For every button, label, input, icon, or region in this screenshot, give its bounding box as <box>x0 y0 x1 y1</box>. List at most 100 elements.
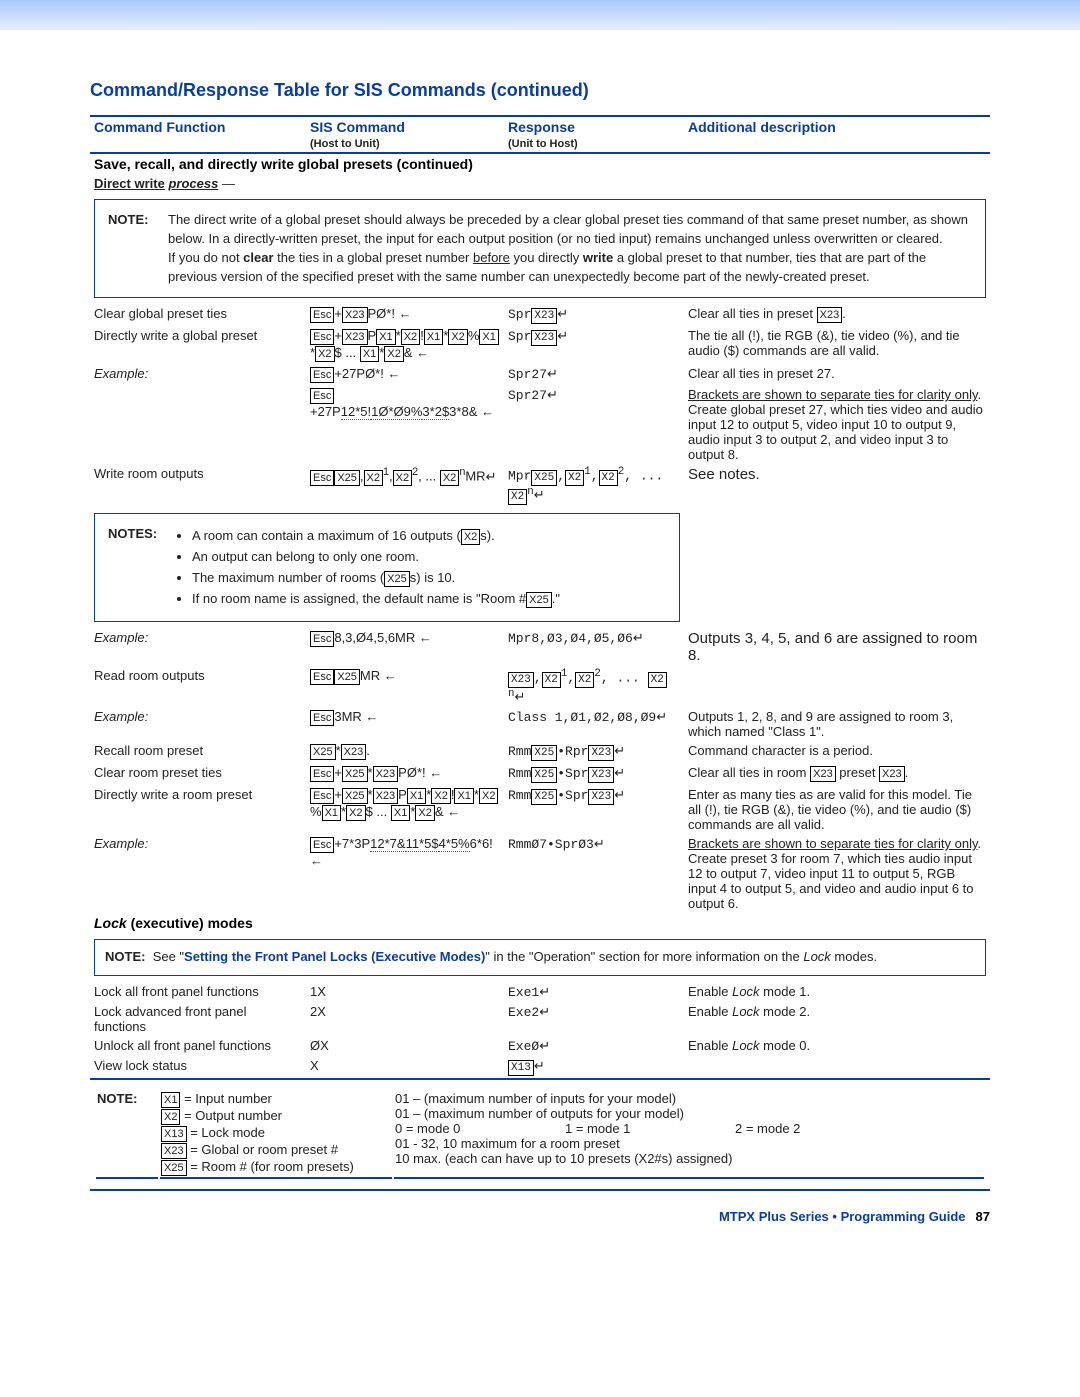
note-label: NOTE: <box>108 212 148 227</box>
response: RmmX25•SprX23 <box>504 763 684 785</box>
sis-cmd: Esc+X23PX1*X2!X1*X2%X1*X2$ ... X1*X2& <box>306 326 504 364</box>
cmd-func: Directly write a global preset <box>90 326 306 364</box>
desc: Enter as many ties as are valid for this… <box>684 785 990 834</box>
cmd-func: Clear global preset ties <box>90 304 306 326</box>
sis-cmd: X <box>306 1056 504 1079</box>
desc: The tie all (!), tie RGB (&), tie video … <box>684 326 990 364</box>
desc: Outputs 1, 2, 8, and 9 are assigned to r… <box>684 707 990 741</box>
table-row: Example: Esc+7*3P12*7&11*5$4*5%6*6! RmmØ… <box>90 834 990 913</box>
command-table: Command Function SIS Command (Host to Uni… <box>90 115 990 1191</box>
cmd-func: Lock all front panel functions <box>90 982 306 1002</box>
table-row: Recall room preset X25*X23. RmmX25•RprX2… <box>90 741 990 763</box>
note-box: NOTE: See "Setting the Front Panel Locks… <box>94 939 986 976</box>
table-row: Example: Esc+27PØ*! Spr27 Clear all ties… <box>90 364 990 385</box>
note-cell: NOTE: See "Setting the Front Panel Locks… <box>90 933 990 982</box>
sub-heading: Direct write process — <box>90 174 990 193</box>
note-box: NOTES: A room can contain a maximum of 1… <box>94 513 680 622</box>
cmd-func: Directly write a room preset <box>90 785 306 834</box>
sis-cmd: Esc+X25*X23PØ*! <box>306 763 504 785</box>
sis-cmd: Esc+27P12*5!1Ø*Ø9%3*2$3*8& <box>306 385 504 464</box>
desc: Clear all ties in preset 27. <box>684 364 990 385</box>
response: RmmØ7•SprØ3 <box>504 834 684 913</box>
sis-cmd: Esc+27PØ*! <box>306 364 504 385</box>
col-subheader: (Unit to Host) <box>508 138 578 150</box>
table-row: View lock status X X13 <box>90 1056 990 1079</box>
desc: Enable Lock mode 0. <box>684 1036 990 1056</box>
note-text: The direct write of a global preset shou… <box>167 210 973 287</box>
sis-cmd: Esc+7*3P12*7&11*5$4*5%6*6! <box>306 834 504 913</box>
sis-cmd: ØX <box>306 1036 504 1056</box>
table-row: Directly write a global preset Esc+X23PX… <box>90 326 990 364</box>
example-label: Example: <box>90 364 306 385</box>
sis-cmd: 2X <box>306 1002 504 1036</box>
table-row: Unlock all front panel functions ØX ExeØ… <box>90 1036 990 1056</box>
sis-cmd: 1X <box>306 982 504 1002</box>
sis-cmd: Esc8,3,Ø4,5,6MR <box>306 628 504 666</box>
example-label: Example: <box>90 628 306 666</box>
response: RmmX25•SprX23 <box>504 785 684 834</box>
top-gradient-bar <box>0 0 1080 30</box>
table-row: Read room outputs EscX25MR X23,X21,X22, … <box>90 666 990 707</box>
example-label: Example: <box>90 834 306 913</box>
cmd-func: Clear room preset ties <box>90 763 306 785</box>
page-body: Command/Response Table for SIS Commands … <box>0 30 1080 1254</box>
cmd-func: Unlock all front panel functions <box>90 1036 306 1056</box>
desc: See notes. <box>684 464 990 507</box>
section-heading: Lock (executive) modes <box>90 913 990 933</box>
table-row: Write room outputs EscX25,X21,X22, ... X… <box>90 464 990 507</box>
link-text[interactable]: Setting the Front Panel Locks (Executive… <box>184 949 485 964</box>
col-header: Command Function <box>94 119 225 135</box>
sis-cmd: Esc+X23PØ*! <box>306 304 504 326</box>
note-text: A room can contain a maximum of 16 outpu… <box>173 524 667 611</box>
response: Spr27 <box>504 385 684 464</box>
sis-cmd: X25*X23. <box>306 741 504 763</box>
sis-cmd: Esc+X25*X23PX1*X2!X1*X2%X1*X2$ ... X1*X2… <box>306 785 504 834</box>
cmd-func: Read room outputs <box>90 666 306 707</box>
desc: Outputs 3, 4, 5, and 6 are assigned to r… <box>684 628 990 666</box>
response: Exe2 <box>504 1002 684 1036</box>
legend-right: 01 – (maximum number of inputs for your … <box>394 1090 984 1179</box>
desc: Enable Lock mode 2. <box>684 1002 990 1036</box>
desc: Enable Lock mode 1. <box>684 982 990 1002</box>
desc: Clear all ties in room X23 preset X23. <box>684 763 990 785</box>
legend-left: X1 = Input number X2 = Output number X13… <box>160 1090 392 1179</box>
note-label: NOTES: <box>108 526 157 541</box>
cmd-func: Lock advanced front panel functions <box>90 1002 306 1036</box>
note-box: NOTE: The direct write of a global prese… <box>94 199 986 298</box>
col-subheader: (Host to Unit) <box>310 138 380 150</box>
page-footer: MTPX Plus Series • Programming Guide87 <box>90 1209 990 1224</box>
cmd-func: View lock status <box>90 1056 306 1079</box>
response: X13 <box>504 1056 684 1079</box>
response: Mpr8,Ø3,Ø4,Ø5,Ø6 <box>504 628 684 666</box>
note-cell: NOTES: A room can contain a maximum of 1… <box>90 507 684 628</box>
response: SprX23 <box>504 326 684 364</box>
col-header: SIS Command <box>310 119 405 135</box>
note-label: NOTE: <box>97 1091 137 1106</box>
table-row: Example: Esc8,3,Ø4,5,6MR Mpr8,Ø3,Ø4,Ø5,Ø… <box>90 628 990 666</box>
table-row: Directly write a room preset Esc+X25*X23… <box>90 785 990 834</box>
response: RmmX25•RprX23 <box>504 741 684 763</box>
col-header: Additional description <box>688 119 836 135</box>
desc: Clear all ties in preset X23. <box>684 304 990 326</box>
note-cell: NOTE: The direct write of a global prese… <box>90 193 990 304</box>
response: X23,X21,X22, ... X2n <box>504 666 684 707</box>
table-row: Clear room preset ties Esc+X25*X23PØ*! R… <box>90 763 990 785</box>
note-label: NOTE: <box>105 949 145 964</box>
cmd-func: Recall room preset <box>90 741 306 763</box>
cmd-func: Write room outputs <box>90 464 306 507</box>
desc: Brackets are shown to separate ties for … <box>684 385 990 464</box>
response: Class 1,Ø1,Ø2,Ø8,Ø9 <box>504 707 684 741</box>
table-row: Lock advanced front panel functions 2X E… <box>90 1002 990 1036</box>
table-row: Clear global preset ties Esc+X23PØ*! Spr… <box>90 304 990 326</box>
desc: Brackets are shown to separate ties for … <box>684 834 990 913</box>
response: MprX25,X21,X22, ... X2n <box>504 464 684 507</box>
response: ExeØ <box>504 1036 684 1056</box>
response: Exe1 <box>504 982 684 1002</box>
sis-cmd: Esc3MR <box>306 707 504 741</box>
desc: Command character is a period. <box>684 741 990 763</box>
table-header-row: Command Function SIS Command (Host to Uni… <box>90 116 990 153</box>
response: Spr27 <box>504 364 684 385</box>
table-row: Esc+27P12*5!1Ø*Ø9%3*2$3*8& Spr27 Bracket… <box>90 385 990 464</box>
example-label: Example: <box>90 707 306 741</box>
sis-cmd: EscX25MR <box>306 666 504 707</box>
